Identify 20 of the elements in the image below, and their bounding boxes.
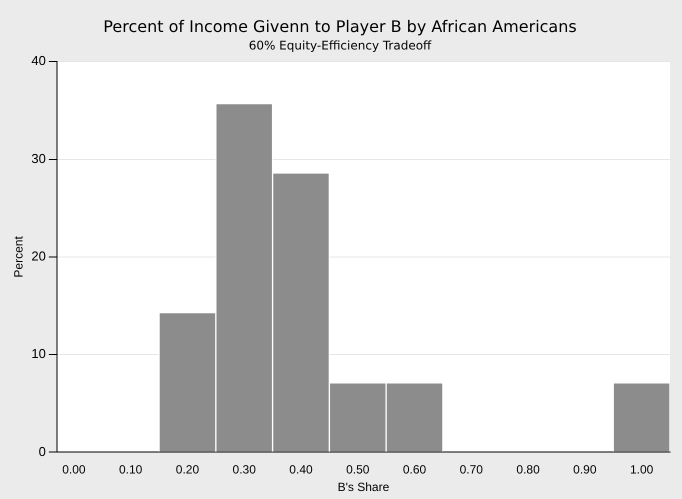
x-tick-label: 0.20 — [176, 462, 200, 477]
y-tick-label: 10 — [31, 346, 46, 362]
chart-subtitle: 60% Equity-Efficiency Tradeoff — [248, 38, 432, 53]
y-tick-label: 40 — [31, 53, 46, 68]
x-tick-label: 0.50 — [346, 462, 370, 477]
x-tick-label: 0.40 — [289, 462, 313, 477]
x-tick-label: 0.90 — [573, 462, 597, 477]
x-tick-label: 0.60 — [402, 462, 427, 477]
x-tick-label: 0.10 — [118, 462, 143, 477]
y-tick-label: 20 — [31, 248, 46, 264]
x-tick-label: 0.30 — [232, 462, 256, 477]
y-tick-label: 0 — [38, 444, 46, 459]
x-tick-label: 0.00 — [62, 462, 86, 477]
chart-title: Percent of Income Givenn to Player B by African Americans — [103, 16, 577, 36]
x-tick-label: 0.80 — [516, 462, 540, 477]
y-axis-title: Percent — [12, 236, 26, 278]
x-tick-label: 1.00 — [630, 462, 654, 477]
x-tick-label: 0.70 — [460, 462, 484, 477]
y-tick-label: 30 — [31, 150, 46, 166]
x-axis-title: B's Share — [338, 480, 390, 494]
